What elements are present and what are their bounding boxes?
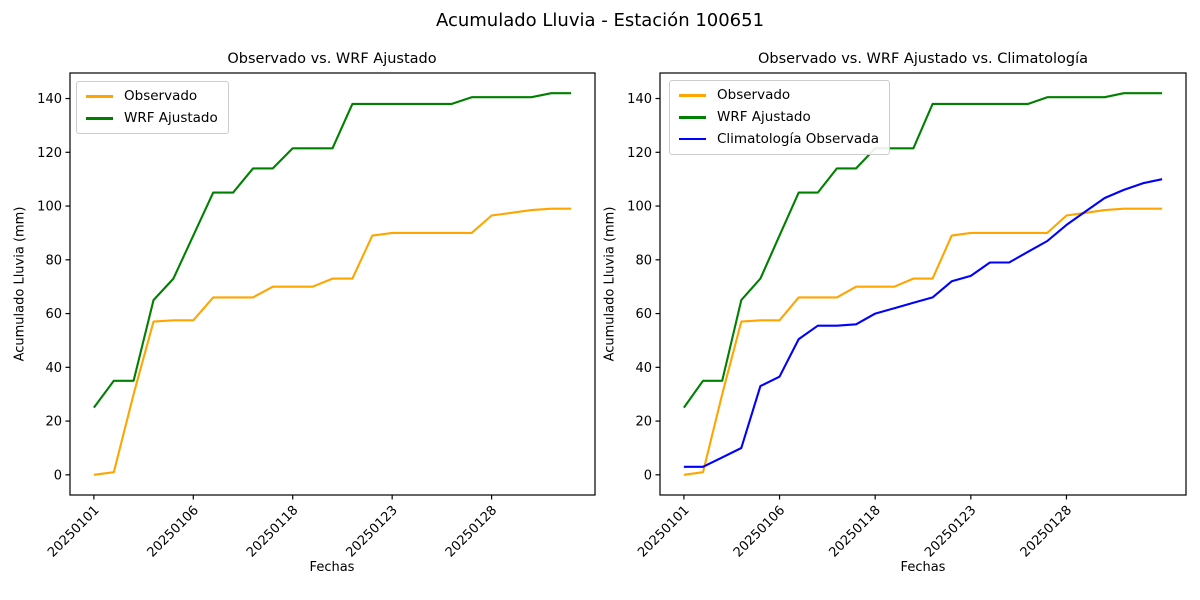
- series-line-observado: [93, 207, 572, 476]
- axes-frame: [659, 72, 1187, 496]
- y-tick-label: 20: [635, 415, 652, 430]
- x-tick-label: 20250118: [826, 503, 883, 560]
- y-tick-label: 140: [37, 92, 62, 107]
- y-tick-label: 100: [627, 200, 652, 215]
- legend-label: Observado: [124, 88, 198, 104]
- y-tick-label: 120: [627, 146, 652, 161]
- observado-line-swatch: [86, 95, 113, 98]
- legend-label: Observado: [717, 87, 791, 103]
- observado-line-swatch: [679, 94, 706, 97]
- y-tick-label: 140: [627, 92, 652, 107]
- wrf-ajustado-line-swatch: [86, 117, 113, 120]
- right-chart-ylabel: Acumulado Lluvia (mm): [602, 206, 618, 362]
- y-tick-label: 60: [45, 307, 62, 322]
- wrf-ajustado-line-swatch: [679, 116, 706, 119]
- right-chart-title: Observado vs. WRF Ajustado vs. Climatolo…: [758, 51, 1088, 67]
- y-tick-label: 0: [54, 468, 62, 483]
- legend-item-observado: Observado: [86, 89, 218, 104]
- y-tick-label: 80: [45, 253, 62, 268]
- legend-label: WRF Ajustado: [717, 108, 811, 125]
- y-tick-label: 40: [45, 361, 62, 376]
- y-tick-label: 40: [635, 361, 652, 376]
- series-line-observado: [683, 207, 1163, 476]
- series-line-wrf-ajustado: [683, 92, 1163, 409]
- series-line-climatolog-a-observada: [683, 178, 1163, 468]
- y-tick-label: 0: [644, 468, 652, 483]
- x-tick-label: 20250101: [45, 503, 102, 560]
- legend-label: WRF Ajustado: [124, 109, 218, 126]
- y-tick-label: 60: [635, 307, 652, 322]
- left-chart-ylabel: Acumulado Lluvia (mm): [12, 206, 28, 362]
- axes-frame: [69, 72, 596, 496]
- left-chart-title: Observado vs. WRF Ajustado: [227, 51, 437, 67]
- x-tick-label: 20250106: [145, 503, 202, 560]
- left-chart-xlabel: Fechas: [309, 560, 355, 575]
- right-chart-legend: Observado WRF Ajustado Climatología Obse…: [669, 80, 890, 155]
- legend-item-wrf-ajustado: WRF Ajustado: [86, 109, 218, 126]
- x-tick-label: 20250123: [922, 503, 979, 560]
- x-tick-label: 20250118: [244, 503, 301, 560]
- x-tick-label: 20250106: [731, 503, 788, 560]
- right-chart-xlabel: Fechas: [900, 560, 946, 575]
- legend-item-wrf-ajustado: WRF Ajustado: [679, 108, 879, 125]
- figure-title: Acumulado Lluvia - Estación 100651: [435, 10, 765, 31]
- legend-item-observado: Observado: [679, 88, 879, 103]
- y-tick-label: 120: [37, 146, 62, 161]
- y-tick-label: 100: [37, 200, 62, 215]
- series-line-wrf-ajustado: [93, 92, 572, 409]
- legend-item-climatologia-observada: Climatología Observada: [679, 130, 879, 147]
- x-tick-label: 20250101: [635, 503, 692, 560]
- y-tick-label: 80: [635, 253, 652, 268]
- x-tick-label: 20250123: [343, 503, 400, 560]
- legend-label: Climatología Observada: [717, 130, 879, 147]
- left-chart-legend: Observado WRF Ajustado: [76, 81, 229, 134]
- climatologia-line-swatch: [679, 137, 706, 141]
- x-tick-label: 20250128: [1018, 503, 1075, 560]
- y-tick-label: 20: [45, 415, 62, 430]
- x-tick-label: 20250128: [443, 503, 500, 560]
